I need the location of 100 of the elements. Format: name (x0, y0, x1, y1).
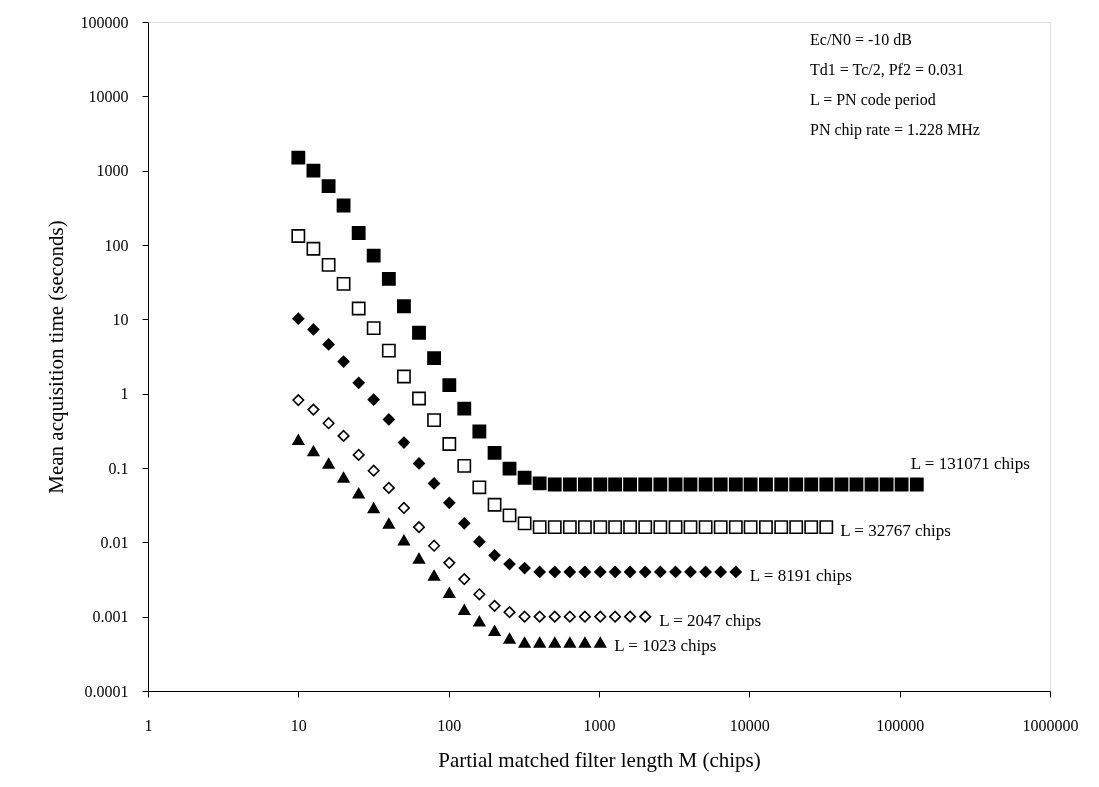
point (442, 378, 457, 393)
point (487, 445, 502, 460)
point (367, 502, 380, 514)
point (713, 520, 728, 535)
point (638, 477, 653, 492)
point (728, 520, 743, 535)
point (366, 321, 381, 336)
point (654, 565, 667, 578)
point (428, 569, 441, 581)
point (714, 565, 727, 578)
point (397, 501, 410, 515)
point (608, 477, 623, 492)
point (291, 150, 306, 165)
point (427, 413, 442, 428)
point (428, 539, 441, 552)
point (518, 610, 531, 623)
point (518, 562, 531, 575)
point (488, 599, 501, 612)
point (578, 565, 591, 578)
point (517, 470, 532, 485)
point (397, 299, 411, 314)
point (322, 338, 335, 351)
series-label: L = 1023 chips (614, 636, 717, 656)
x-tick-label: 100 (437, 716, 462, 734)
point (533, 637, 546, 648)
point (729, 565, 742, 578)
y-tick-label: 100000 (80, 13, 129, 31)
point (412, 552, 426, 564)
y-tick-label: 100 (104, 236, 129, 254)
point (351, 226, 366, 240)
point (458, 604, 471, 616)
point (322, 458, 335, 469)
point (819, 520, 834, 535)
point (397, 369, 411, 384)
point (412, 457, 426, 470)
point (442, 437, 457, 451)
annotation: Ec/N0 = -10 dB (810, 31, 912, 48)
point (397, 436, 410, 449)
point (503, 606, 516, 619)
point (503, 633, 516, 644)
series-label: L = 8191 chips (749, 565, 852, 585)
point (713, 477, 728, 492)
point (909, 477, 924, 492)
y-tick-label: 0.1 (108, 459, 129, 477)
point (472, 480, 487, 495)
point (367, 393, 380, 406)
point (609, 610, 622, 623)
point (352, 376, 365, 389)
point (322, 417, 335, 430)
point (562, 520, 577, 535)
point (699, 565, 712, 578)
point (351, 301, 366, 316)
point (291, 229, 306, 243)
series-label: L = 131071 chips (910, 454, 1030, 474)
series-label: L = 2047 chips (659, 610, 762, 630)
point (321, 179, 336, 194)
point (894, 477, 909, 492)
point (337, 471, 350, 483)
point (578, 520, 592, 535)
point (412, 391, 426, 406)
point (307, 445, 320, 457)
point (352, 448, 365, 461)
point (563, 637, 576, 648)
point (382, 481, 395, 494)
point (578, 637, 591, 648)
point (593, 477, 608, 492)
point (594, 637, 607, 648)
point (532, 476, 547, 491)
point (382, 518, 395, 529)
point (684, 565, 697, 578)
point (594, 610, 607, 623)
point (428, 477, 441, 490)
point (307, 403, 320, 416)
point (472, 424, 487, 439)
point (759, 477, 773, 492)
point (804, 477, 819, 492)
y-tick-label: 0.01 (100, 533, 129, 551)
point (594, 565, 607, 578)
point (518, 637, 531, 648)
point (443, 556, 456, 569)
point (412, 325, 426, 340)
y-tick-label: 10000 (88, 87, 129, 105)
x-tick-label: 10000 (729, 716, 770, 734)
point (639, 610, 652, 623)
point (698, 477, 713, 492)
point (879, 477, 894, 492)
point (624, 565, 637, 578)
point (578, 477, 592, 492)
point (458, 517, 471, 530)
point (381, 343, 396, 358)
x-axis-title: Partial matched filter length M (chips) (438, 747, 761, 772)
point (366, 248, 381, 263)
point (593, 520, 608, 535)
point (789, 520, 804, 535)
point (578, 610, 591, 623)
point (804, 520, 819, 535)
point (562, 477, 577, 492)
point (533, 610, 546, 623)
point (653, 477, 668, 492)
annotation: L = PN code period (810, 91, 936, 109)
